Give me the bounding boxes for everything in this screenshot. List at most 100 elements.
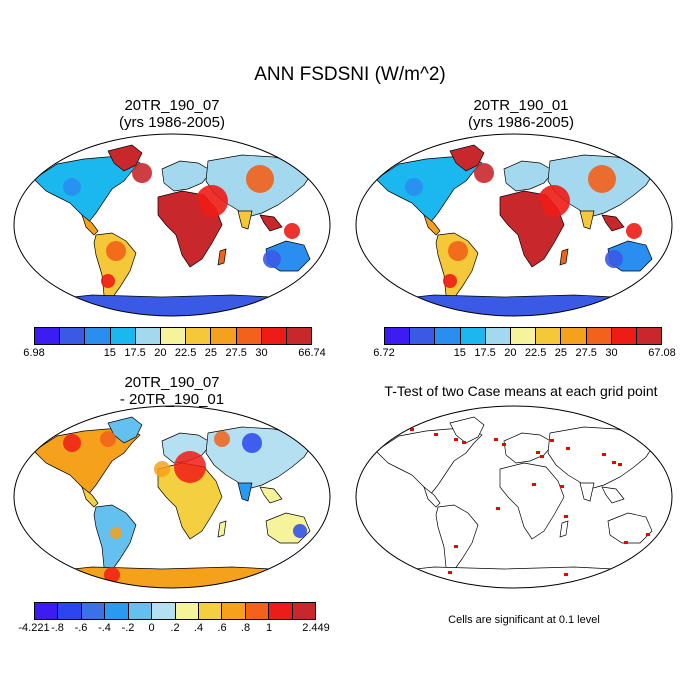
colorbar-swatch: [485, 328, 511, 344]
colorbar-swatch: [85, 328, 111, 344]
field-patch: [246, 165, 274, 193]
colorbar-swatch: [175, 603, 199, 619]
colorbar-swatch: [135, 328, 161, 344]
colorbar-swatch: [35, 328, 61, 344]
significant-cell: [404, 425, 408, 428]
significant-cell: [536, 451, 540, 454]
panel-2-map: [355, 133, 673, 317]
landmass-seAsia: [601, 486, 625, 504]
landmass-nz: [317, 268, 325, 283]
landmass-india: [237, 210, 253, 230]
colorbar-swatch: [186, 328, 212, 344]
landmass-centralAmerica: [423, 213, 441, 236]
colorbar-tick-label: .2: [170, 622, 180, 634]
significant-cell: [612, 461, 616, 464]
panel-3-title-line2: - 20TR_190_01: [119, 391, 225, 408]
colorbar-swatch: [60, 328, 86, 344]
significant-cell: [434, 433, 438, 436]
significant-cell: [564, 515, 568, 518]
colorbar-swatch: [35, 603, 59, 619]
colorbar-swatch: [81, 603, 106, 619]
colorbar-swatch: [636, 328, 662, 344]
colorbar-tick-label: 66.74: [298, 347, 326, 359]
significant-cell: [448, 571, 452, 574]
field-patch: [263, 250, 281, 268]
panel-1-title-line2: (yrs 1986-2005): [119, 114, 225, 131]
colorbar-swatch: [245, 603, 270, 619]
field-patch: [104, 567, 120, 583]
panel-4-map: [355, 405, 673, 589]
field-patch: [110, 527, 122, 539]
significant-cell: [602, 453, 606, 456]
colorbar-tick-label: .8: [240, 622, 251, 634]
panel-1-colorbar: [34, 327, 312, 345]
significant-cell: [540, 455, 544, 458]
colorbar-swatch: [561, 328, 587, 344]
landmass-northAmerica: [33, 155, 141, 224]
landmass-madagascar: [217, 520, 227, 538]
panel-3-colorbar: [34, 602, 316, 620]
landmass-nz: [317, 540, 325, 555]
landmass-southAmerica: [435, 504, 479, 574]
panel-2-title: 20TR_190_01 (yrs 1986-2005): [361, 97, 681, 131]
map-clip-group: [375, 144, 667, 316]
field-patch: [242, 433, 262, 453]
landmass-madagascar: [559, 248, 569, 266]
colorbar-tick-label: -.6: [74, 622, 88, 634]
colorbar-tick-label: 17.5: [124, 347, 146, 359]
field-patch: [101, 274, 115, 288]
significant-cell: [502, 443, 506, 446]
landmass-asia: [547, 426, 655, 490]
significant-cell: [642, 583, 646, 586]
colorbar-tick-label: 6.72: [373, 347, 395, 359]
colorbar-tick-label: 27.5: [225, 347, 247, 359]
colorbar-tick-label: 25: [204, 347, 218, 359]
globe-outline: [13, 405, 331, 589]
landmass-australia: [607, 512, 653, 544]
landmass-centralAmerica: [81, 213, 99, 236]
colorbar-tick-label: .4: [193, 622, 204, 634]
landmass-nz: [659, 268, 667, 283]
colorbar-swatch: [160, 328, 187, 344]
colorbar-swatch: [611, 328, 637, 344]
landmass-madagascar: [559, 520, 569, 538]
field-patch: [605, 250, 623, 268]
field-patch: [284, 223, 300, 239]
landmass-seAsia: [259, 486, 283, 504]
panel-3-title-line1: 20TR_190_07: [124, 374, 220, 391]
panel-1-map: [13, 133, 331, 317]
colorbar-swatch: [222, 603, 246, 619]
colorbar-swatch: [110, 328, 136, 344]
landmass-centralAmerica: [423, 485, 441, 508]
colorbar-swatch: [198, 603, 223, 619]
field-patch: [100, 431, 116, 447]
colorbar-swatch: [152, 603, 176, 619]
colorbar-swatch: [58, 603, 82, 619]
significant-cell: [628, 573, 632, 576]
field-patch: [214, 431, 230, 447]
colorbar-swatch: [236, 328, 262, 344]
colorbar-tick-label: 2.449: [302, 622, 330, 634]
colorbar-tick-label: 1: [265, 622, 273, 634]
figure-title: ANN FSDSNI (W/m^2): [254, 64, 446, 85]
landmass-madagascar: [217, 248, 227, 266]
significant-cell: [454, 545, 458, 548]
colorbar-tick-label: -.2: [121, 622, 135, 634]
colorbar-tick-label: 30: [255, 347, 268, 359]
significant-cell: [560, 485, 564, 488]
colorbar-swatch: [460, 328, 486, 344]
colorbar-swatch: [510, 328, 537, 344]
field-patch: [515, 195, 543, 223]
significant-cell: [564, 573, 568, 576]
significant-cell: [566, 447, 570, 450]
colorbar-swatch: [286, 328, 312, 344]
significant-cell: [618, 463, 622, 466]
field-patch: [626, 223, 642, 239]
landmass-seAsia: [601, 214, 625, 232]
landmass-india: [579, 482, 595, 502]
colorbar-tick-label: -.4: [98, 622, 111, 634]
field-patch: [538, 185, 570, 217]
significant-cell: [550, 439, 554, 442]
significant-cell: [624, 541, 628, 544]
significant-cell: [454, 438, 458, 441]
